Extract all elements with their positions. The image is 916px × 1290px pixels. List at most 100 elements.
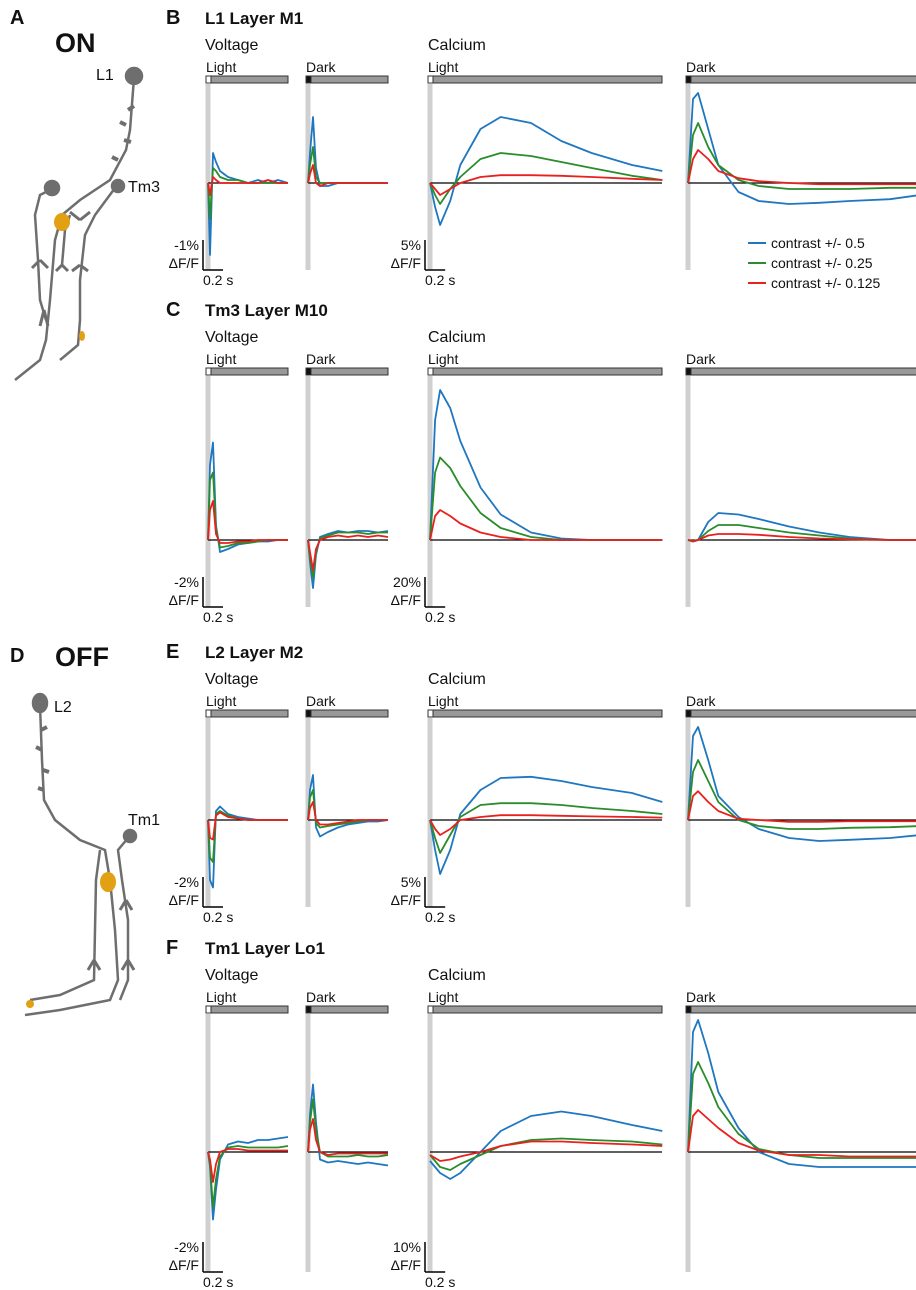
legend-label: contrast +/- 0.5 bbox=[771, 235, 865, 251]
stimulus-bar bbox=[205, 709, 289, 718]
trace bbox=[429, 814, 663, 836]
trace bbox=[687, 1061, 916, 1159]
trace bbox=[207, 1136, 289, 1221]
stimulus-label: Dark bbox=[686, 693, 717, 709]
trace bbox=[307, 534, 389, 571]
stimulus-onset bbox=[685, 75, 692, 84]
panel-letter: E bbox=[166, 641, 179, 663]
scale-unit: ΔF/F bbox=[169, 892, 199, 908]
trace bbox=[207, 471, 288, 549]
stimulus-label: Dark bbox=[686, 989, 717, 1005]
scale-label-y: -1% bbox=[174, 237, 199, 253]
block-label: Calcium bbox=[428, 967, 486, 984]
scale-label-x: 0.2 s bbox=[425, 609, 455, 625]
stimulus-label: Light bbox=[206, 989, 236, 1005]
stimulus-onset bbox=[427, 75, 434, 84]
trace bbox=[687, 726, 916, 842]
trace bbox=[307, 774, 389, 838]
stimulus-bar bbox=[305, 1005, 389, 1014]
stimulus-onset bbox=[685, 1005, 692, 1014]
trace bbox=[207, 167, 288, 220]
scale-label-x: 0.2 s bbox=[203, 909, 233, 925]
scale-unit: ΔF/F bbox=[169, 255, 199, 271]
legend-label: contrast +/- 0.25 bbox=[771, 255, 873, 271]
neuron-drawing-off bbox=[24, 692, 138, 1017]
trace bbox=[429, 1110, 663, 1180]
scale-label-y: -2% bbox=[174, 574, 199, 590]
panel-letter: B bbox=[166, 7, 180, 29]
trace bbox=[207, 1145, 289, 1209]
scale-label-x: 0.2 s bbox=[425, 272, 455, 288]
scale-label-y: -2% bbox=[174, 874, 199, 890]
trace bbox=[307, 530, 389, 589]
trace bbox=[307, 1118, 388, 1156]
stimulus-bar bbox=[685, 75, 916, 84]
stimulus-label: Dark bbox=[686, 59, 717, 75]
trace bbox=[687, 1019, 916, 1168]
scale-unit: ΔF/F bbox=[391, 1257, 421, 1273]
stimulus-bar bbox=[685, 1005, 916, 1014]
polarity-label: ON bbox=[55, 28, 96, 58]
scale-unit: ΔF/F bbox=[169, 1257, 199, 1273]
trace bbox=[429, 389, 663, 541]
trace bbox=[207, 811, 288, 841]
trace bbox=[687, 759, 916, 830]
stimulus-onset bbox=[427, 367, 434, 376]
trace bbox=[687, 533, 916, 542]
stimulus-label: Light bbox=[428, 351, 458, 367]
stimulus-bar bbox=[205, 1005, 289, 1014]
trace bbox=[207, 152, 289, 256]
stimulus-label: Light bbox=[428, 693, 458, 709]
panel-letter: A bbox=[10, 7, 24, 29]
scale-label-x: 0.2 s bbox=[425, 909, 455, 925]
stimulus-label: Dark bbox=[306, 351, 337, 367]
cell-label: Tm1 bbox=[128, 812, 160, 829]
scale-label-x: 0.2 s bbox=[203, 609, 233, 625]
cell-label: Tm3 bbox=[128, 179, 160, 196]
block-label: Calcium bbox=[428, 671, 486, 688]
block-label: Voltage bbox=[205, 967, 258, 984]
stimulus-label: Dark bbox=[306, 989, 337, 1005]
stimulus-bar bbox=[427, 1005, 663, 1014]
panel-letter: D bbox=[10, 645, 24, 667]
stimulus-bar bbox=[205, 367, 289, 376]
cell-label: L1 bbox=[96, 67, 114, 84]
trace bbox=[429, 1137, 663, 1171]
trace bbox=[207, 500, 288, 544]
trace bbox=[429, 116, 663, 226]
trace bbox=[429, 775, 663, 875]
stimulus-onset bbox=[305, 367, 312, 376]
trace bbox=[687, 149, 916, 186]
block-label: Voltage bbox=[205, 671, 258, 688]
neuron-terminal bbox=[54, 213, 70, 231]
trace bbox=[429, 802, 663, 854]
stimulus-label: Light bbox=[206, 59, 236, 75]
cell-label: L2 bbox=[54, 699, 72, 716]
stimulus-onset bbox=[205, 709, 212, 718]
stimulus-onset bbox=[305, 75, 312, 84]
stimulus-label: Light bbox=[428, 59, 458, 75]
trace bbox=[307, 164, 388, 187]
scale-label-y: -2% bbox=[174, 1239, 199, 1255]
stimulus-onset bbox=[685, 367, 692, 376]
stimulus-bar bbox=[685, 367, 916, 376]
stimulus-bar bbox=[305, 367, 389, 376]
block-label: Voltage bbox=[205, 329, 258, 346]
stimulus-label: Light bbox=[428, 989, 458, 1005]
scale-label-x: 0.2 s bbox=[203, 272, 233, 288]
scale-label-y: 5% bbox=[401, 874, 421, 890]
trace bbox=[307, 1098, 389, 1158]
panel-title: L2 Layer M2 bbox=[205, 643, 303, 662]
stimulus-bar bbox=[305, 709, 389, 718]
neuron-drawing-on bbox=[14, 66, 144, 381]
scale-unit: ΔF/F bbox=[391, 592, 421, 608]
scale-unit: ΔF/F bbox=[169, 592, 199, 608]
stimulus-onset bbox=[305, 709, 312, 718]
trace bbox=[687, 92, 916, 205]
scale-label-y: 20% bbox=[393, 574, 421, 590]
trace bbox=[207, 176, 288, 196]
panel-title: Tm1 Layer Lo1 bbox=[205, 939, 325, 958]
trace bbox=[429, 456, 663, 541]
legend-label: contrast +/- 0.125 bbox=[771, 275, 881, 291]
